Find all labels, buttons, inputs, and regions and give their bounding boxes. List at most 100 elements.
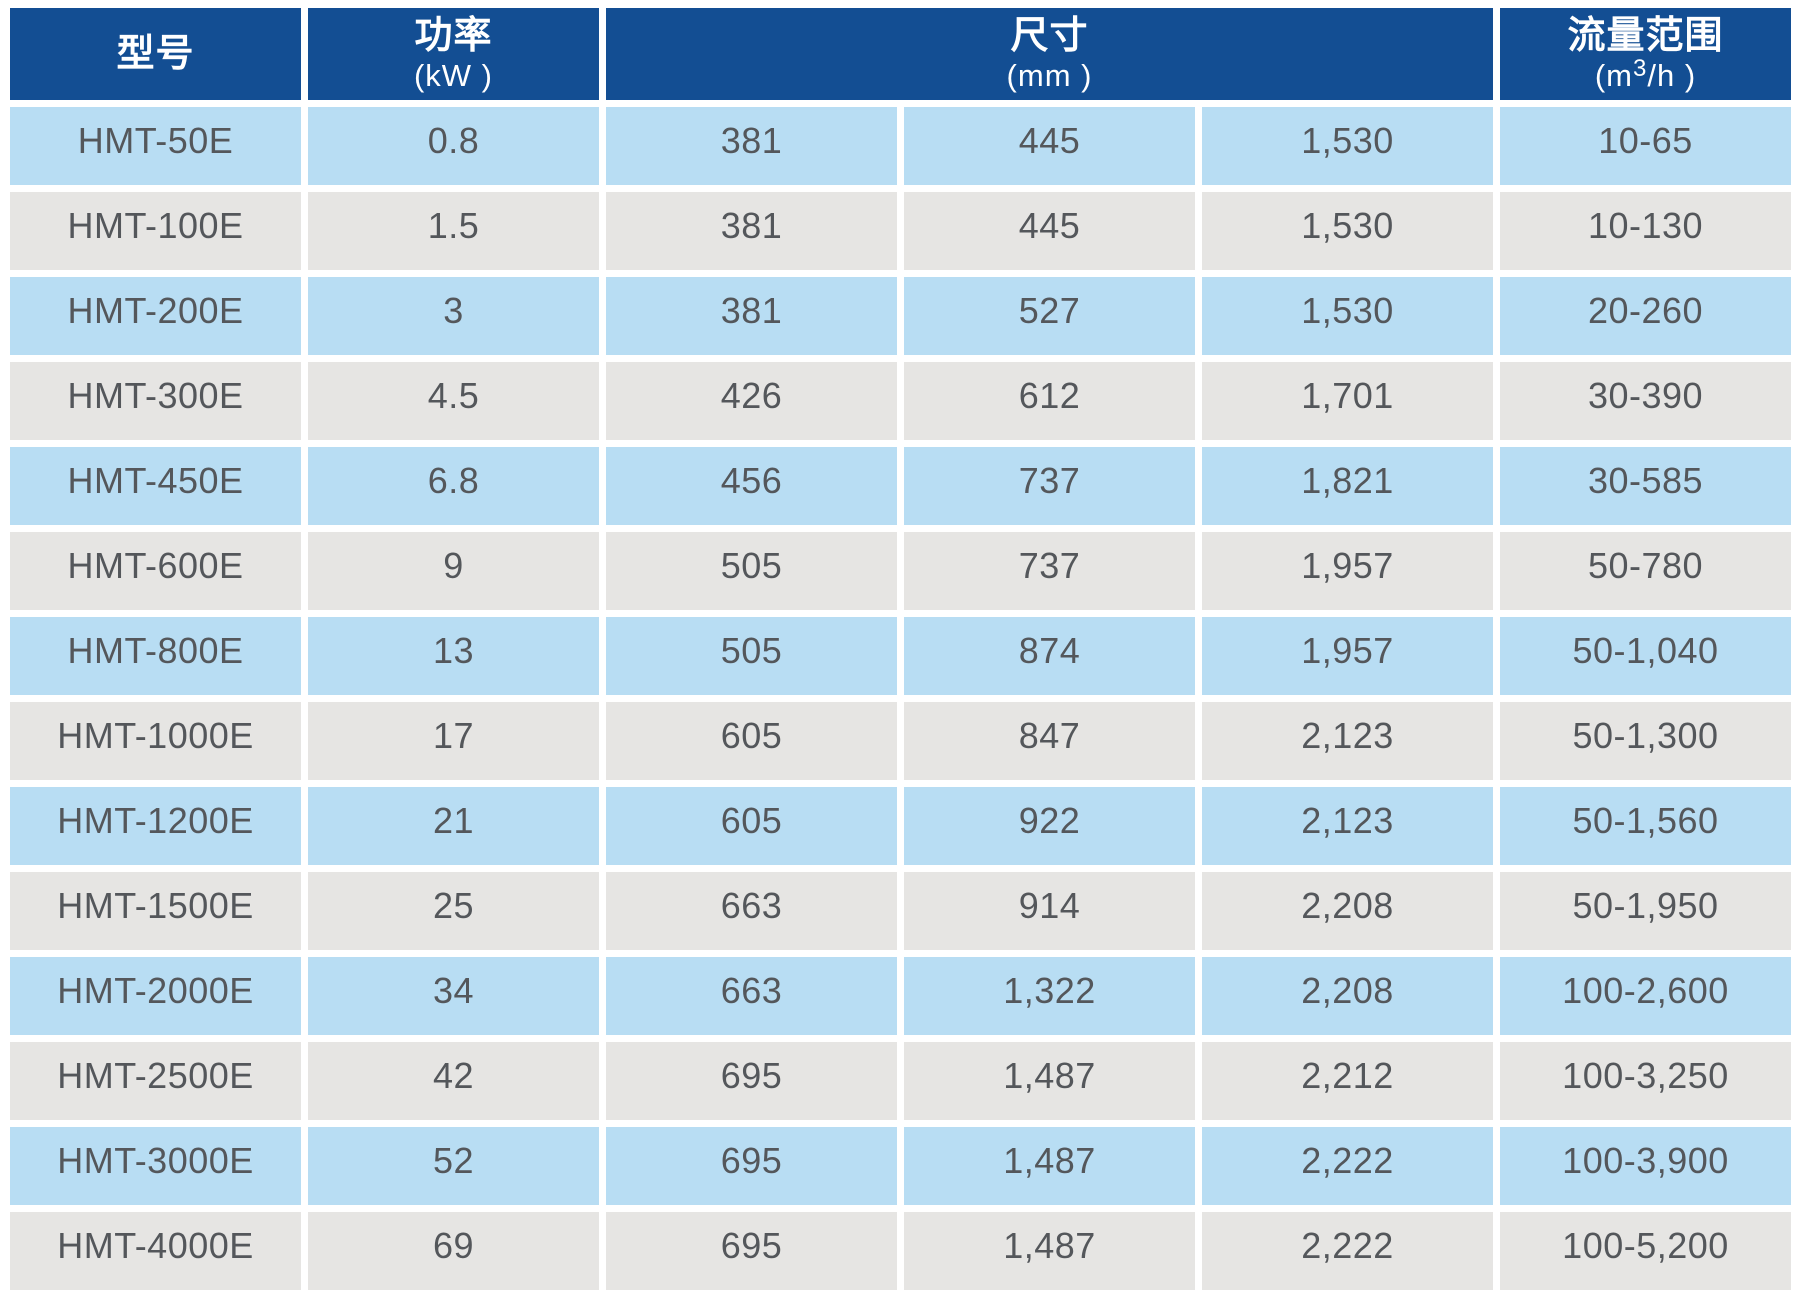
- header-flow-range: 流量范围 (m3/h ): [1500, 8, 1791, 100]
- table-row: HMT-1000E 17 605 847 2,123 50-1,300: [10, 702, 1791, 780]
- flow-cell: 50-1,040: [1500, 617, 1791, 695]
- model-cell: HMT-450E: [10, 447, 301, 525]
- model-cell: HMT-600E: [10, 532, 301, 610]
- table-row: HMT-800E 13 505 874 1,957 50-1,040: [10, 617, 1791, 695]
- dim-cell: 695: [606, 1212, 897, 1290]
- power-cell: 69: [308, 1212, 599, 1290]
- dim-cell: 2,208: [1202, 872, 1493, 950]
- dim-cell: 1,530: [1202, 192, 1493, 270]
- dim-cell: 381: [606, 277, 897, 355]
- spec-table: 型号 功率 (kW ) 尺寸 (mm ) 流量范围 (m3/h ) HMT-50…: [3, 1, 1798, 1297]
- dim-cell: 445: [904, 107, 1195, 185]
- dim-cell: 874: [904, 617, 1195, 695]
- table-row: HMT-300E 4.5 426 612 1,701 30-390: [10, 362, 1791, 440]
- power-cell: 4.5: [308, 362, 599, 440]
- power-cell: 1.5: [308, 192, 599, 270]
- dim-cell: 381: [606, 107, 897, 185]
- model-cell: HMT-200E: [10, 277, 301, 355]
- model-cell: HMT-300E: [10, 362, 301, 440]
- dim-cell: 737: [904, 447, 1195, 525]
- header-model-title: 型号: [116, 33, 195, 75]
- flow-cell: 30-390: [1500, 362, 1791, 440]
- dim-cell: 695: [606, 1127, 897, 1205]
- table-row: HMT-200E 3 381 527 1,530 20-260: [10, 277, 1791, 355]
- dim-cell: 1,957: [1202, 617, 1493, 695]
- dim-cell: 426: [606, 362, 897, 440]
- power-cell: 17: [308, 702, 599, 780]
- flow-cell: 10-130: [1500, 192, 1791, 270]
- dim-cell: 1,701: [1202, 362, 1493, 440]
- dim-cell: 663: [606, 957, 897, 1035]
- dim-cell: 1,957: [1202, 532, 1493, 610]
- table-row: HMT-2500E 42 695 1,487 2,212 100-3,250: [10, 1042, 1791, 1120]
- dim-cell: 1,487: [904, 1212, 1195, 1290]
- flow-cell: 20-260: [1500, 277, 1791, 355]
- table-row: HMT-100E 1.5 381 445 1,530 10-130: [10, 192, 1791, 270]
- dim-cell: 1,322: [904, 957, 1195, 1035]
- model-cell: HMT-3000E: [10, 1127, 301, 1205]
- spec-table-header: 型号 功率 (kW ) 尺寸 (mm ) 流量范围 (m3/h ): [10, 8, 1791, 100]
- dim-cell: 1,530: [1202, 277, 1493, 355]
- dim-cell: 1,487: [904, 1127, 1195, 1205]
- model-cell: HMT-50E: [10, 107, 301, 185]
- dim-cell: 847: [904, 702, 1195, 780]
- dim-cell: 605: [606, 702, 897, 780]
- header-flow-title: 流量范围: [1567, 15, 1724, 57]
- spec-table-body: HMT-50E 0.8 381 445 1,530 10-65 HMT-100E…: [10, 107, 1791, 1290]
- dim-cell: 456: [606, 447, 897, 525]
- power-cell: 21: [308, 787, 599, 865]
- model-cell: HMT-2000E: [10, 957, 301, 1035]
- dim-cell: 922: [904, 787, 1195, 865]
- dim-cell: 505: [606, 617, 897, 695]
- header-flow-unit: (m3/h ): [1500, 55, 1791, 94]
- model-cell: HMT-4000E: [10, 1212, 301, 1290]
- power-cell: 9: [308, 532, 599, 610]
- power-cell: 13: [308, 617, 599, 695]
- power-cell: 0.8: [308, 107, 599, 185]
- dim-cell: 2,123: [1202, 787, 1493, 865]
- dim-cell: 663: [606, 872, 897, 950]
- table-row: HMT-600E 9 505 737 1,957 50-780: [10, 532, 1791, 610]
- dim-cell: 445: [904, 192, 1195, 270]
- model-cell: HMT-100E: [10, 192, 301, 270]
- table-row: HMT-450E 6.8 456 737 1,821 30-585: [10, 447, 1791, 525]
- dim-cell: 605: [606, 787, 897, 865]
- dim-cell: 2,208: [1202, 957, 1493, 1035]
- table-row: HMT-1500E 25 663 914 2,208 50-1,950: [10, 872, 1791, 950]
- flow-cell: 50-1,950: [1500, 872, 1791, 950]
- flow-unit-prefix: (m: [1594, 58, 1633, 93]
- dim-cell: 737: [904, 532, 1195, 610]
- flow-cell: 50-780: [1500, 532, 1791, 610]
- dim-cell: 1,530: [1202, 107, 1493, 185]
- model-cell: HMT-1200E: [10, 787, 301, 865]
- dim-cell: 612: [904, 362, 1195, 440]
- flow-cell: 50-1,300: [1500, 702, 1791, 780]
- flow-cell: 100-5,200: [1500, 1212, 1791, 1290]
- flow-cell: 100-3,250: [1500, 1042, 1791, 1120]
- flow-cell: 100-2,600: [1500, 957, 1791, 1035]
- dim-cell: 381: [606, 192, 897, 270]
- dim-cell: 2,222: [1202, 1212, 1493, 1290]
- power-cell: 3: [308, 277, 599, 355]
- flow-cell: 100-3,900: [1500, 1127, 1791, 1205]
- header-power: 功率 (kW ): [308, 8, 599, 100]
- dim-cell: 2,123: [1202, 702, 1493, 780]
- header-row: 型号 功率 (kW ) 尺寸 (mm ) 流量范围 (m3/h ): [10, 8, 1791, 100]
- dim-cell: 914: [904, 872, 1195, 950]
- dim-cell: 1,487: [904, 1042, 1195, 1120]
- dim-cell: 2,222: [1202, 1127, 1493, 1205]
- header-model: 型号: [10, 8, 301, 100]
- header-dimensions-unit: (mm ): [1006, 58, 1093, 93]
- dim-cell: 1,821: [1202, 447, 1493, 525]
- table-row: HMT-50E 0.8 381 445 1,530 10-65: [10, 107, 1791, 185]
- model-cell: HMT-1000E: [10, 702, 301, 780]
- header-dimensions-title: 尺寸: [1010, 15, 1089, 57]
- flow-cell: 50-1,560: [1500, 787, 1791, 865]
- power-cell: 34: [308, 957, 599, 1035]
- flow-unit-superscript: 3: [1633, 55, 1648, 82]
- header-power-title: 功率: [414, 15, 493, 57]
- power-cell: 25: [308, 872, 599, 950]
- dim-cell: 2,212: [1202, 1042, 1493, 1120]
- flow-cell: 10-65: [1500, 107, 1791, 185]
